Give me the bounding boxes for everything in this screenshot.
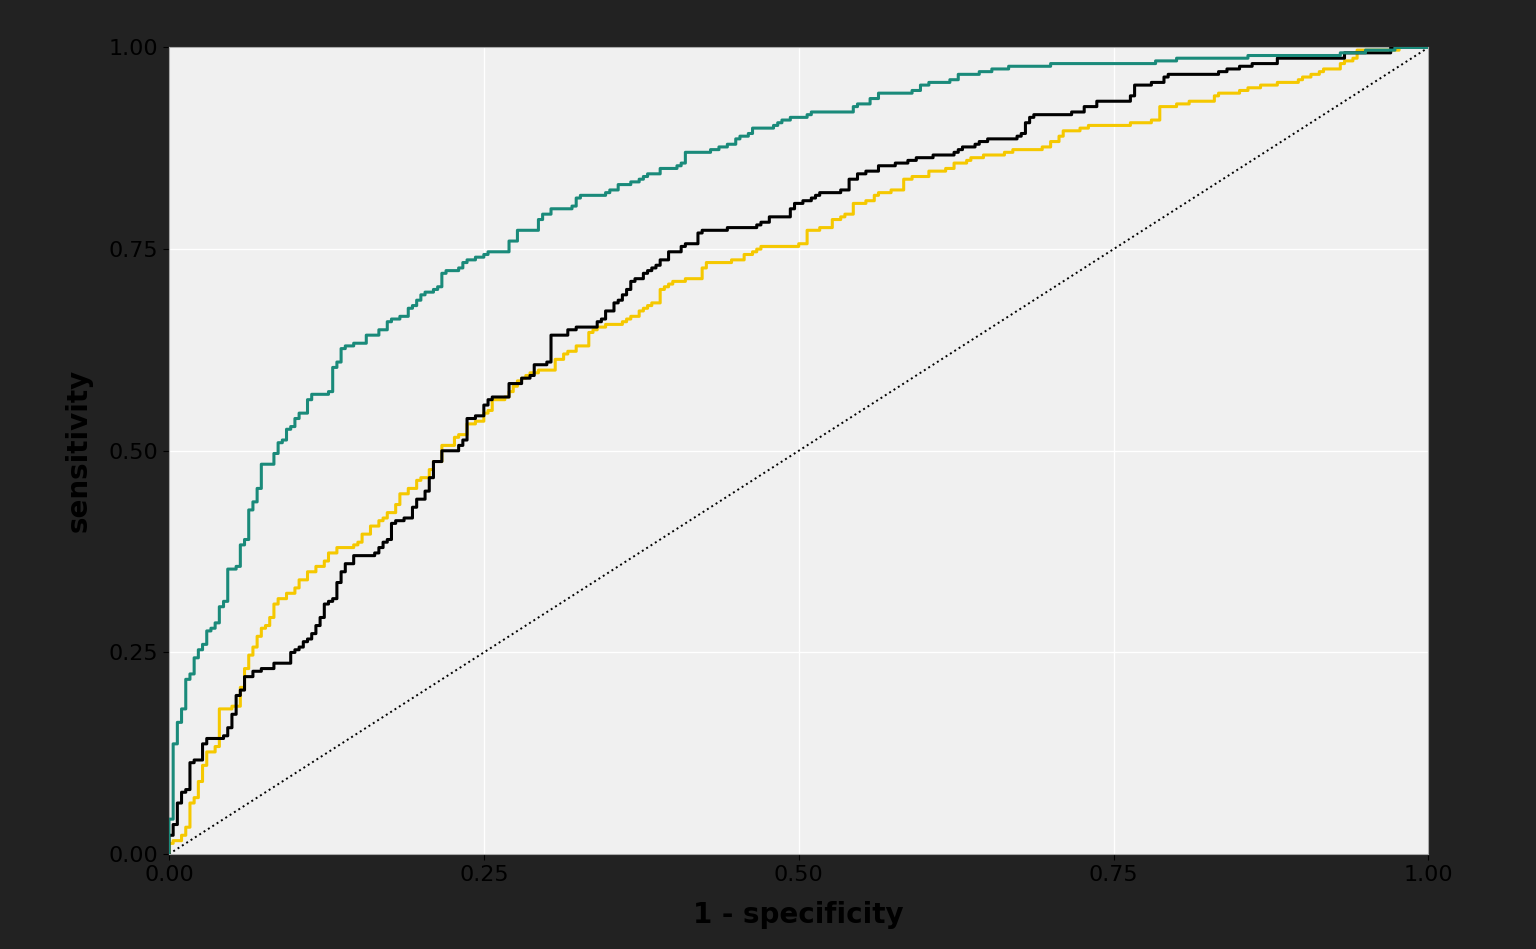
Y-axis label: sensitivity: sensitivity [65,369,92,532]
X-axis label: 1 - specificity: 1 - specificity [693,902,905,929]
